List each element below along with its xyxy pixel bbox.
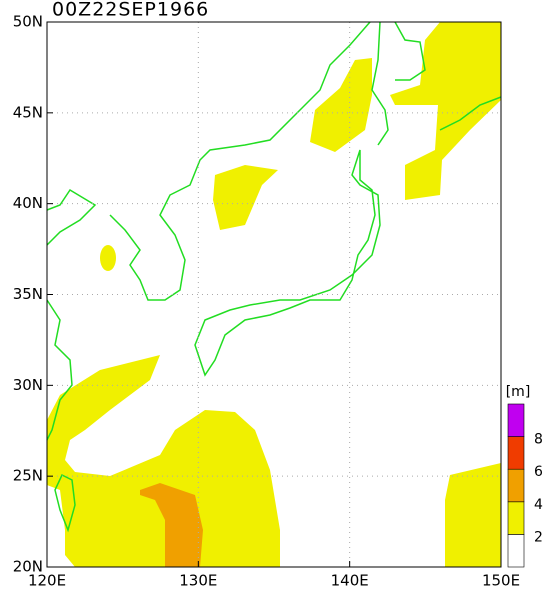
coastline [194, 149, 381, 377]
coastline [439, 96, 502, 131]
grid [47, 22, 501, 567]
lon-label: 130E [179, 572, 217, 590]
lon-label: 140E [331, 572, 369, 590]
lon-label: 150E [482, 572, 520, 590]
colorbar-swatch [507, 501, 525, 535]
wave-area [100, 245, 116, 271]
lat-label: 50N [13, 13, 43, 31]
colorbar-swatch [507, 534, 525, 568]
colorbar-label: 2 [534, 529, 543, 545]
axes: 120E 130E 140E 150E 50N 45N 40N 35N 30N 25N 20N [13, 13, 520, 590]
wave-area [213, 165, 278, 230]
lat-label: 35N [13, 285, 43, 303]
colorbar-swatch [507, 468, 525, 503]
coastlines [46, 21, 502, 533]
wave-area [310, 58, 372, 152]
coastline [54, 473, 76, 533]
lon-label: 120E [28, 572, 66, 590]
wave-area [390, 22, 501, 200]
coastline [109, 21, 371, 301]
colorbar-label: 6 [534, 464, 543, 480]
colorbar-label: 8 [534, 432, 543, 448]
fields [47, 22, 501, 567]
colorbar: [m] 2 4 6 8 [506, 384, 543, 568]
coastline [46, 188, 97, 246]
lat-label: 20N [13, 558, 43, 576]
colorbar-swatch [507, 403, 525, 437]
wave-area [47, 355, 280, 567]
wave-area [445, 463, 501, 567]
map-title: 00Z22SEP1966 [52, 0, 209, 21]
lat-label: 25N [13, 467, 43, 485]
lat-label: 30N [13, 376, 43, 394]
colorbar-swatch [507, 436, 525, 470]
wave-area [140, 483, 203, 567]
coastline [394, 21, 426, 81]
lat-label: 45N [13, 103, 43, 121]
colorbar-label: 4 [534, 497, 543, 513]
colorbar-unit: [m] [506, 384, 531, 400]
lat-label: 40N [13, 194, 43, 212]
coastline [371, 21, 389, 146]
coastline [46, 299, 73, 441]
